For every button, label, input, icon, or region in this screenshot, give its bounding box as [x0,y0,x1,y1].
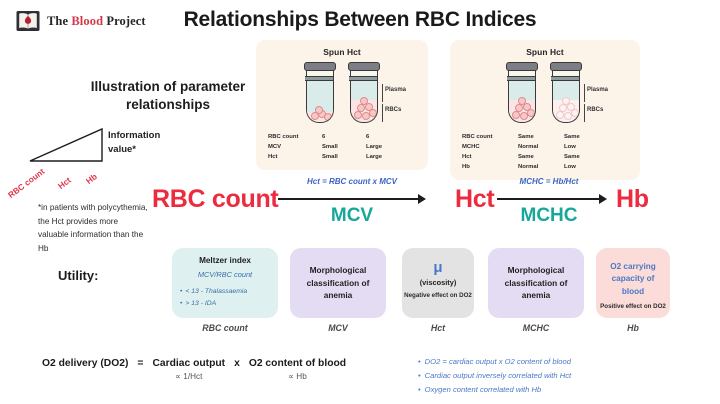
utility-box-mcv: Morphological classification of anemia [290,248,386,318]
note-item: Cardiac output inversely correlated with… [418,369,571,383]
bracket-label-rbcs: RBCs [385,107,402,113]
utility-box-hct: μ (viscosity) Negative effect on DO2 [402,248,474,318]
do2-o2-content-term: O2 content of blood ∝ Hb [248,358,347,381]
chain-index-mcv: MCV [330,205,374,226]
plasma-bracket [382,84,383,102]
triangle-label-rbc-count: RBC count [5,166,47,200]
tube-low-mchc [550,62,582,123]
panel-table: RBC count MCV Hct 6 Small Small 6 Large … [268,132,428,166]
o2-carrying-capacity-text: O2 carrying capacity of blood [610,262,656,296]
panel-column-1: Same Normal Same Normal [518,134,539,171]
utility-caption-hct: Hct [430,323,446,333]
do2-notes: DO2 = cardiac output x O2 content of blo… [418,355,571,397]
utility-caption-hb: Hb [627,323,639,333]
utility-box-mchc: Morphological classification of anemia [488,248,584,318]
tube-illustration: Plasma RBCs [450,62,640,124]
morphological-classification-text: Morphological classification of anemia [306,265,370,301]
bracket-label-plasma: Plasma [587,87,609,93]
panel-column-2: Same Low Same Low [564,134,580,171]
viscosity-symbol: μ [433,259,443,276]
utility-caption-rbc-count: RBC count [202,323,248,333]
utility-caption-mchc: MCHC [522,323,550,333]
triangle-label-hct: Hct [55,174,73,191]
panel-table: RBC count MCHC Hct Hb Same Normal Same N… [462,132,640,176]
illustration-heading: Illustration of parameter relationships [90,79,246,113]
mentzer-index-formula: MCV/RBC count [197,270,253,279]
do2-left-term: O2 delivery (DO2) [42,358,129,369]
page-title: Relationships Between RBC Indices [183,8,537,31]
do2-cardiac-output-term: Cardiac output ∝ 1/Hct [152,358,226,381]
chain-node-hct: Hct [455,185,495,213]
bracket-label-rbcs: RBCs [587,107,604,113]
panel-column-2: 6 Large Large [366,134,383,161]
morphological-classification-text: Morphological classification of anemia [504,265,568,301]
plasma-bracket [584,84,585,102]
do2-equation: O2 delivery (DO2) = Cardiac output ∝ 1/H… [42,358,346,381]
brand-logo: The Blood Project [16,10,146,32]
spun-hct-panel-right: Spun Hct [450,40,640,180]
panel-row-labels: RBC count MCV Hct [268,134,299,161]
rbcs-bracket [382,104,383,122]
note-item: DO2 = cardiac output x O2 content of blo… [418,355,571,369]
utility-label: Utility: [58,268,99,283]
utility-caption-mcv: MCV [328,323,348,333]
tube-illustration: Plasma RBCs [256,62,428,124]
panel-column-1: 6 Small Small [322,134,338,161]
tube-large-mcv [348,62,380,123]
chain-arrow-2 [497,192,607,206]
polycythemia-footnote: *in patients with polycythemia, the Hct … [38,203,148,253]
chain-equation-hct: Hct = RBC count x MCV [306,177,397,186]
panel-title: Spun Hct [323,47,361,57]
utility-box-rbc-count: Meltzer index MCV/RBC count < 13 - Thala… [172,248,278,318]
panel-title: Spun Hct [526,47,564,57]
o2-carrying-capacity-effect: Positive effect on DO2 [600,302,666,310]
rbcs-bracket [584,104,585,122]
chain-node-rbc-count: RBC count [152,185,279,213]
information-value-label: Information value* [108,130,161,156]
panel-row-labels: RBC count MCHC Hct Hb [462,134,493,171]
information-value-triangle [28,127,104,163]
chain-index-mchc: MCHC [520,205,578,226]
mentzer-bullet: < 13 - Thalassaemia [180,286,278,298]
times-sign: x [234,358,240,369]
utility-box-hb: O2 carrying capacity of blood Positive e… [596,248,670,318]
mentzer-index-bullets: < 13 - Thalassaemia > 13 - IDA [180,286,278,310]
chain-node-hb: Hb [616,185,649,213]
triangle-label-hb: Hb [83,171,99,186]
bracket-label-plasma: Plasma [385,87,407,93]
open-book-icon [16,10,40,32]
tube-normal-mcv [304,62,336,123]
equals-sign: = [137,358,144,369]
spun-hct-panel-left: Spun Hct [256,40,428,170]
note-item: Oxygen content correlated with Hb [418,383,571,397]
mentzer-index-title: Meltzer index [199,256,251,265]
viscosity-effect: Negative effect on DO2 [404,292,472,299]
brand-name: The Blood Project [47,13,146,28]
viscosity-label: (viscosity) [419,278,457,287]
tube-normal-mchc [506,62,538,123]
mentzer-bullet: > 13 - IDA [180,298,278,310]
chain-equation-mchc: MCHC = Hb/Hct [519,177,579,186]
chain-arrow-1 [278,192,426,206]
